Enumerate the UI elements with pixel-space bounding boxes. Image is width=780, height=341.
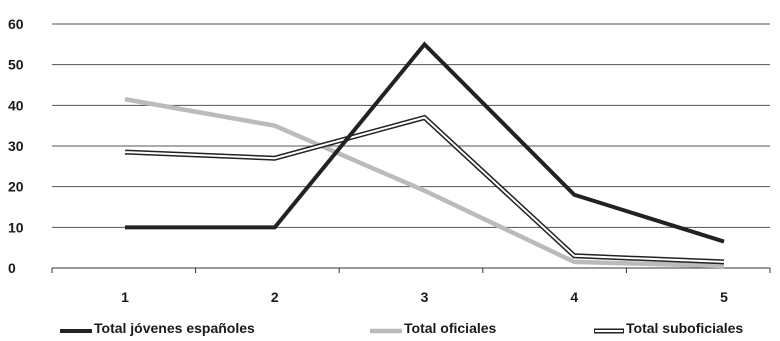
y-tick-labels: 0 10 20 30 40 50 60 — [8, 16, 24, 276]
series-lines — [124, 41, 725, 269]
legend-item-3: Total suboficiales — [594, 320, 743, 336]
x-tick-label-4: 4 — [570, 289, 578, 305]
y-tick-label-0: 0 — [8, 260, 16, 276]
axes — [51, 267, 771, 273]
y-tick-label-20: 20 — [8, 179, 24, 195]
y-tick-label-40: 40 — [8, 97, 24, 113]
x-tick-label-3: 3 — [421, 289, 429, 305]
y-tick-label-10: 10 — [8, 219, 24, 235]
x-tick-label-2: 2 — [271, 289, 279, 305]
series-line-inner — [124, 116, 725, 263]
gridlines — [52, 23, 770, 228]
series-line-path — [125, 41, 725, 244]
y-tick-label-50: 50 — [8, 57, 24, 73]
legend-item-2: Total oficiales — [370, 320, 497, 336]
legend-label: Total suboficiales — [626, 320, 743, 336]
x-tick-label-1: 1 — [121, 289, 129, 305]
legend: Total jóvenes españoles Total oficiales To… — [60, 320, 743, 336]
legend-item-1: Total jóvenes españoles — [60, 320, 255, 336]
legend-label: Total oficiales — [404, 320, 497, 336]
x-tick-labels: 1 2 3 4 5 — [121, 289, 728, 305]
series-1-line — [125, 41, 725, 244]
legend-label: Total jóvenes españoles — [94, 320, 255, 336]
x-tick-label-5: 5 — [720, 289, 728, 305]
series-2-line — [124, 97, 725, 269]
y-tick-label-60: 60 — [8, 16, 24, 32]
series-3-line — [124, 114, 725, 265]
y-tick-label-30: 30 — [8, 138, 24, 154]
series-line-path — [124, 97, 725, 269]
